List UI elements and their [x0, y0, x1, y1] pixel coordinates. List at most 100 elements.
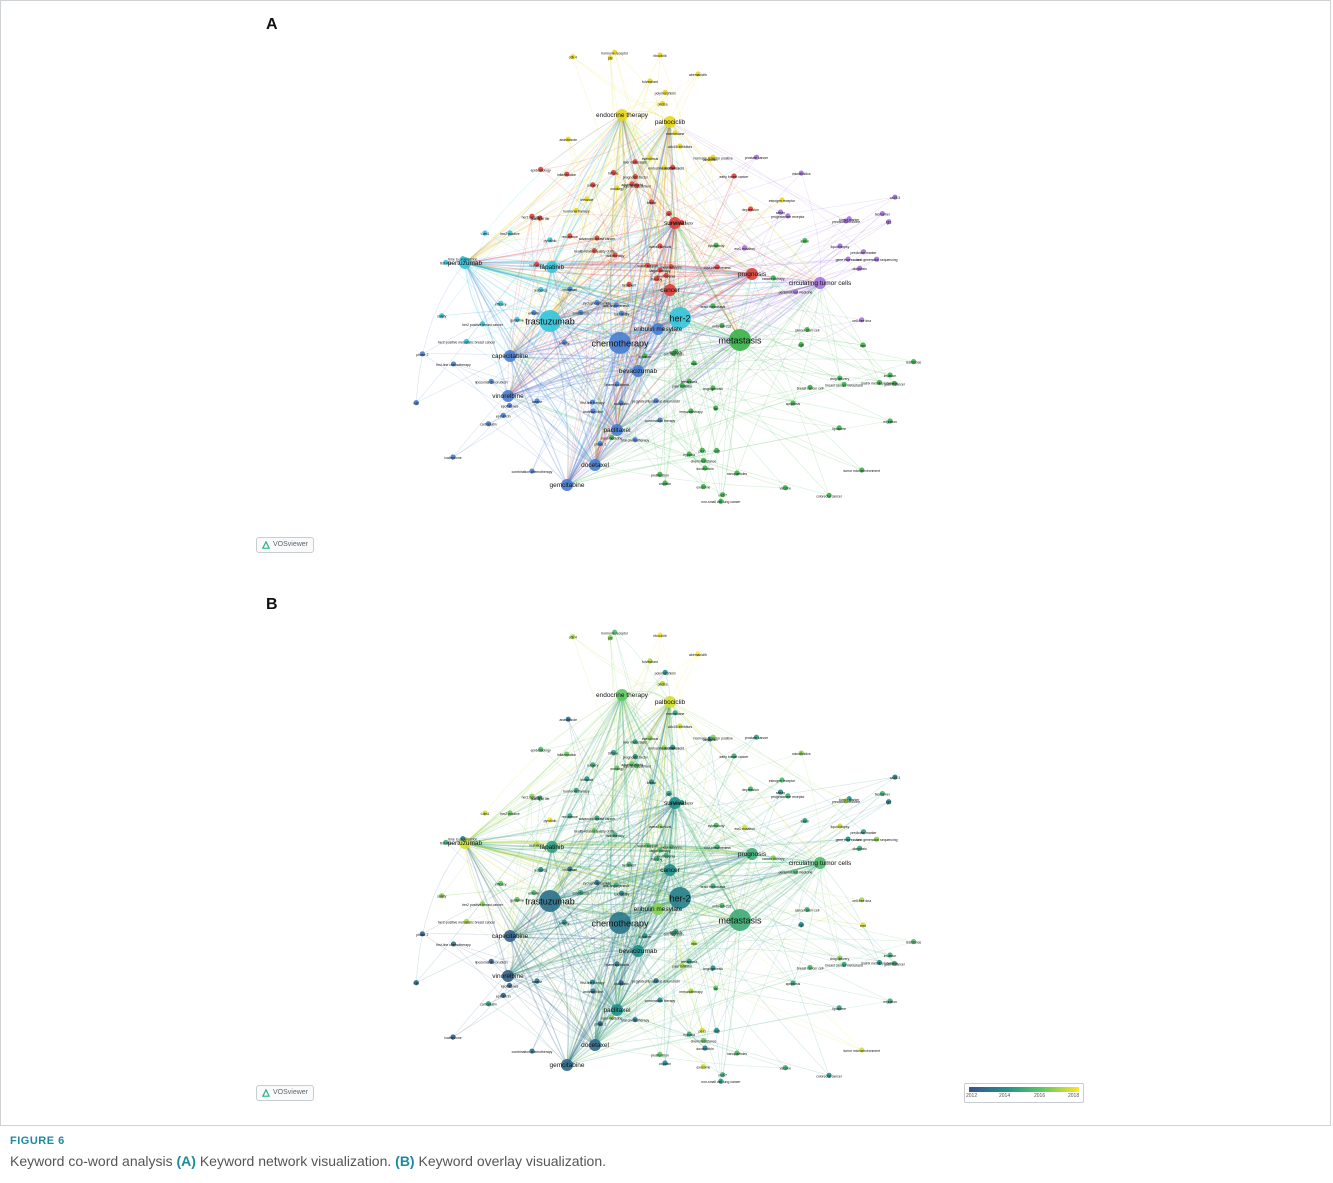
keyword-node[interactable]	[567, 813, 573, 819]
keyword-node[interactable]	[807, 384, 813, 390]
keyword-node[interactable]	[688, 408, 694, 414]
keyword-node[interactable]	[537, 215, 543, 221]
keyword-node[interactable]	[802, 237, 808, 244]
keyword-node[interactable]	[807, 964, 813, 970]
keyword-node[interactable]	[892, 194, 898, 200]
keyword-node[interactable]	[613, 882, 619, 888]
keyword-node[interactable]	[686, 451, 692, 457]
keyword-node[interactable]	[590, 408, 596, 414]
keyword-node[interactable]	[632, 174, 638, 180]
keyword-node[interactable]	[720, 492, 726, 498]
keyword-node[interactable]	[645, 842, 651, 848]
keyword-node[interactable]	[632, 945, 644, 957]
keyword-node[interactable]	[798, 170, 804, 176]
keyword-node[interactable]	[729, 329, 751, 351]
keyword-node[interactable]	[699, 1027, 705, 1033]
keyword-node[interactable]	[616, 689, 628, 701]
keyword-node[interactable]	[610, 749, 617, 756]
keyword-node[interactable]	[670, 744, 676, 750]
keyword-node[interactable]	[632, 437, 638, 443]
keyword-node[interactable]	[657, 52, 663, 58]
keyword-node[interactable]	[614, 961, 620, 967]
keyword-node[interactable]	[691, 940, 697, 946]
keyword-node[interactable]	[597, 1021, 603, 1027]
keyword-node[interactable]	[802, 817, 808, 824]
keyword-node[interactable]	[514, 896, 520, 903]
keyword-node[interactable]	[686, 378, 692, 384]
keyword-node[interactable]	[857, 265, 863, 271]
keyword-node[interactable]	[594, 879, 600, 886]
keyword-node[interactable]	[804, 326, 810, 333]
keyword-node[interactable]	[657, 243, 663, 249]
keyword-node[interactable]	[612, 832, 618, 838]
keyword-node[interactable]	[652, 903, 664, 915]
keyword-node[interactable]	[653, 398, 659, 404]
keyword-node[interactable]	[607, 55, 613, 61]
keyword-node[interactable]	[720, 1072, 726, 1078]
keyword-node[interactable]	[534, 261, 540, 267]
keyword-node[interactable]	[618, 310, 625, 316]
keyword-node[interactable]	[482, 230, 488, 236]
keyword-node[interactable]	[529, 213, 535, 219]
keyword-node[interactable]	[645, 262, 651, 268]
keyword-node[interactable]	[647, 155, 653, 161]
keyword-node[interactable]	[753, 734, 760, 740]
keyword-node[interactable]	[662, 1060, 668, 1066]
keyword-node[interactable]	[612, 629, 618, 635]
keyword-node[interactable]	[695, 651, 701, 657]
keyword-node[interactable]	[677, 143, 683, 149]
keyword-node[interactable]	[785, 213, 791, 219]
keyword-node[interactable]	[887, 998, 893, 1004]
keyword-node[interactable]	[485, 1001, 492, 1007]
keyword-node[interactable]	[663, 852, 669, 858]
keyword-node[interactable]	[450, 361, 457, 367]
keyword-node[interactable]	[879, 210, 885, 217]
keyword-node[interactable]	[584, 776, 590, 782]
keyword-node[interactable]	[657, 632, 663, 638]
keyword-node[interactable]	[547, 817, 553, 823]
keyword-node[interactable]	[634, 763, 640, 769]
keyword-node[interactable]	[814, 857, 826, 869]
keyword-node[interactable]	[607, 635, 613, 641]
keyword-node[interactable]	[594, 235, 600, 241]
keyword-node[interactable]	[642, 933, 648, 939]
keyword-node[interactable]	[747, 206, 754, 212]
keyword-node[interactable]	[668, 264, 674, 270]
keyword-node[interactable]	[657, 471, 663, 477]
keyword-node[interactable]	[663, 272, 669, 278]
keyword-node[interactable]	[876, 959, 883, 966]
keyword-node[interactable]	[734, 1050, 740, 1056]
keyword-node[interactable]	[859, 467, 865, 473]
keyword-node[interactable]	[777, 789, 784, 795]
keyword-node[interactable]	[713, 242, 719, 248]
keyword-node[interactable]	[700, 1037, 707, 1044]
keyword-node[interactable]	[892, 774, 898, 780]
keyword-node[interactable]	[570, 634, 576, 640]
keyword-node[interactable]	[419, 931, 425, 937]
keyword-node[interactable]	[547, 237, 553, 243]
keyword-node[interactable]	[529, 793, 535, 799]
keyword-node[interactable]	[678, 799, 685, 806]
keyword-node[interactable]	[612, 49, 618, 55]
keyword-node[interactable]	[609, 912, 631, 934]
keyword-node[interactable]	[695, 71, 701, 77]
keyword-node[interactable]	[504, 350, 516, 362]
keyword-node[interactable]	[879, 790, 885, 797]
keyword-node[interactable]	[514, 316, 520, 323]
keyword-node[interactable]	[591, 247, 597, 254]
keyword-node[interactable]	[746, 848, 758, 860]
keyword-node[interactable]	[826, 492, 832, 498]
keyword-node[interactable]	[860, 249, 867, 255]
keyword-node[interactable]	[887, 418, 893, 424]
keyword-node[interactable]	[616, 109, 628, 121]
keyword-node[interactable]	[747, 786, 754, 792]
keyword-node[interactable]	[567, 233, 573, 239]
keyword-node[interactable]	[734, 470, 740, 476]
keyword-node[interactable]	[460, 835, 466, 842]
keyword-node[interactable]	[859, 897, 865, 903]
keyword-node[interactable]	[874, 836, 880, 842]
keyword-node[interactable]	[652, 323, 664, 335]
keyword-node[interactable]	[714, 844, 720, 850]
keyword-node[interactable]	[647, 658, 653, 664]
keyword-node[interactable]	[657, 267, 663, 273]
